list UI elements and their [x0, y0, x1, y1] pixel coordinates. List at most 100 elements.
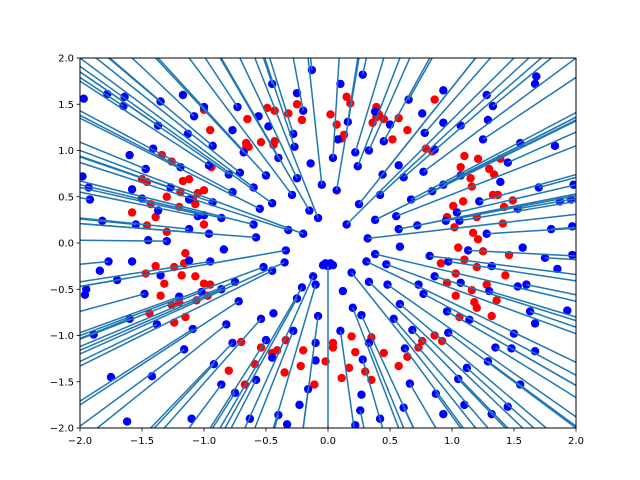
scatter-point-1-90 [178, 90, 188, 100]
scatter-point-0-118 [379, 348, 388, 358]
scatter-point-1-153 [496, 177, 505, 187]
scatter-point-0-64 [460, 151, 469, 161]
y-tick-label: −1.5 [50, 377, 74, 388]
ray-line-0-137 [411, 329, 509, 428]
ray-line-0-115 [80, 196, 91, 201]
ray-line-0-124 [109, 58, 162, 103]
ray-line-0-108 [80, 222, 257, 239]
scatter-point-0-53 [449, 201, 458, 211]
ray-line-0-7 [368, 58, 411, 151]
ray-line-0-78 [292, 58, 304, 111]
scatter-point-1-209 [234, 297, 243, 306]
scatter-point-1-124 [418, 109, 427, 118]
ray-line-0-113 [244, 275, 314, 428]
scatter-point-1-81 [404, 95, 413, 104]
scatter-point-0-92 [451, 291, 460, 300]
scatter-point-1-118 [550, 141, 560, 151]
scatter-point-0-85 [191, 272, 200, 281]
ray-line-0-5 [239, 58, 298, 179]
ray-line-0-57 [359, 410, 365, 428]
scatter-point-0-113 [296, 361, 305, 371]
scatter-point-1-95 [80, 172, 87, 181]
ray-line-0-146 [417, 193, 576, 227]
ray-line-0-140 [360, 314, 415, 428]
scatter-point-1-58 [104, 257, 113, 266]
ray-line-0-142 [80, 266, 264, 337]
ray-line-0-28 [80, 149, 304, 235]
scatter-point-1-7 [364, 146, 374, 155]
x-tick-label: −0.5 [254, 436, 278, 447]
ray-line-0-105 [429, 255, 576, 276]
ray-line-0-87 [486, 227, 576, 235]
ray-line-0-94 [209, 339, 267, 428]
scatter-point-1-212 [357, 310, 366, 320]
ray-line-0-29 [367, 213, 576, 240]
scatter-point-0-115 [394, 361, 403, 371]
scatter-point-1-119 [532, 72, 541, 81]
ray-line-0-41 [368, 281, 524, 428]
scatter-point-1-223 [297, 283, 307, 292]
y-tick-label: 1.0 [58, 146, 74, 157]
ray-line-0-37 [448, 260, 576, 282]
scatter-point-1-106 [282, 420, 292, 428]
x-tick-label: 2.0 [568, 436, 584, 447]
scatter-point-1-97 [95, 266, 105, 275]
ray-line-0-145 [80, 249, 286, 288]
scatter-point-0-130 [328, 343, 338, 352]
scatter-point-0-120 [347, 332, 356, 341]
ray-line-0-26 [395, 145, 576, 217]
ray-line-0-103 [302, 315, 319, 428]
ray-line-0-110 [387, 284, 576, 418]
ray-line-0-27 [346, 58, 515, 226]
scatter-point-0-121 [299, 346, 308, 355]
ray-line-0-132 [80, 328, 194, 402]
ray-line-0-93 [80, 291, 202, 340]
scatter-point-1-142 [251, 375, 261, 385]
scatter-point-1-64 [530, 319, 540, 328]
ray-line-0-67 [80, 323, 158, 363]
scatter-point-1-82 [358, 70, 367, 79]
x-axis: −2.0 −1.5 −1.0 −0.5 0.0 0.5 1.0 1.5 2.0 [68, 428, 584, 447]
ray-line-0-136 [96, 323, 227, 428]
y-tick-label: −0.5 [50, 285, 74, 296]
scatter-point-1-103 [122, 417, 132, 426]
ray-line-0-129 [507, 131, 576, 164]
ray-line-0-19 [445, 195, 576, 222]
ray-line-0-133 [404, 348, 464, 428]
ray-line-0-39 [434, 275, 576, 322]
ray-line-0-95 [368, 342, 405, 428]
scatter-point-0-60 [498, 219, 508, 228]
scatter-point-1-117 [569, 180, 576, 189]
ray-line-0-134 [479, 173, 576, 203]
ray-line-0-68 [80, 348, 185, 427]
scatter-point-1-49 [328, 261, 338, 270]
scatter-point-0-16 [243, 114, 252, 124]
y-tick-label: 0.0 [58, 239, 74, 250]
ray-line-0-106 [379, 58, 530, 196]
ray-line-0-1 [264, 58, 296, 148]
ray-line-0-45 [352, 307, 400, 428]
scatter-point-1-17 [452, 208, 462, 217]
scatter-point-0-14 [403, 125, 412, 135]
scatter-point-0-68 [485, 164, 494, 174]
scatter-point-0-57 [450, 223, 459, 232]
ray-line-0-51 [80, 218, 136, 226]
ray-line-0-112 [80, 161, 289, 231]
scatter-point-1-210 [269, 309, 278, 318]
scatter-point-0-128 [430, 331, 439, 340]
ray-line-0-15 [423, 58, 576, 173]
ray-line-0-2 [410, 111, 576, 201]
plot-marks [80, 58, 576, 428]
scatter-point-0-77 [181, 248, 190, 258]
ray-line-0-4 [354, 58, 385, 153]
scatter-point-1-111 [503, 402, 512, 411]
scatter-point-1-100 [80, 290, 90, 299]
scatter-point-0-89 [472, 262, 481, 272]
scatter-point-0-62 [458, 197, 468, 206]
y-tick-label: 2.0 [58, 54, 74, 65]
scatter-point-0-37 [162, 192, 171, 201]
ray-line-0-22 [358, 58, 477, 205]
scatter-point-0-3 [332, 120, 341, 129]
ray-line-0-118 [544, 257, 576, 261]
ray-line-0-69 [230, 379, 257, 428]
